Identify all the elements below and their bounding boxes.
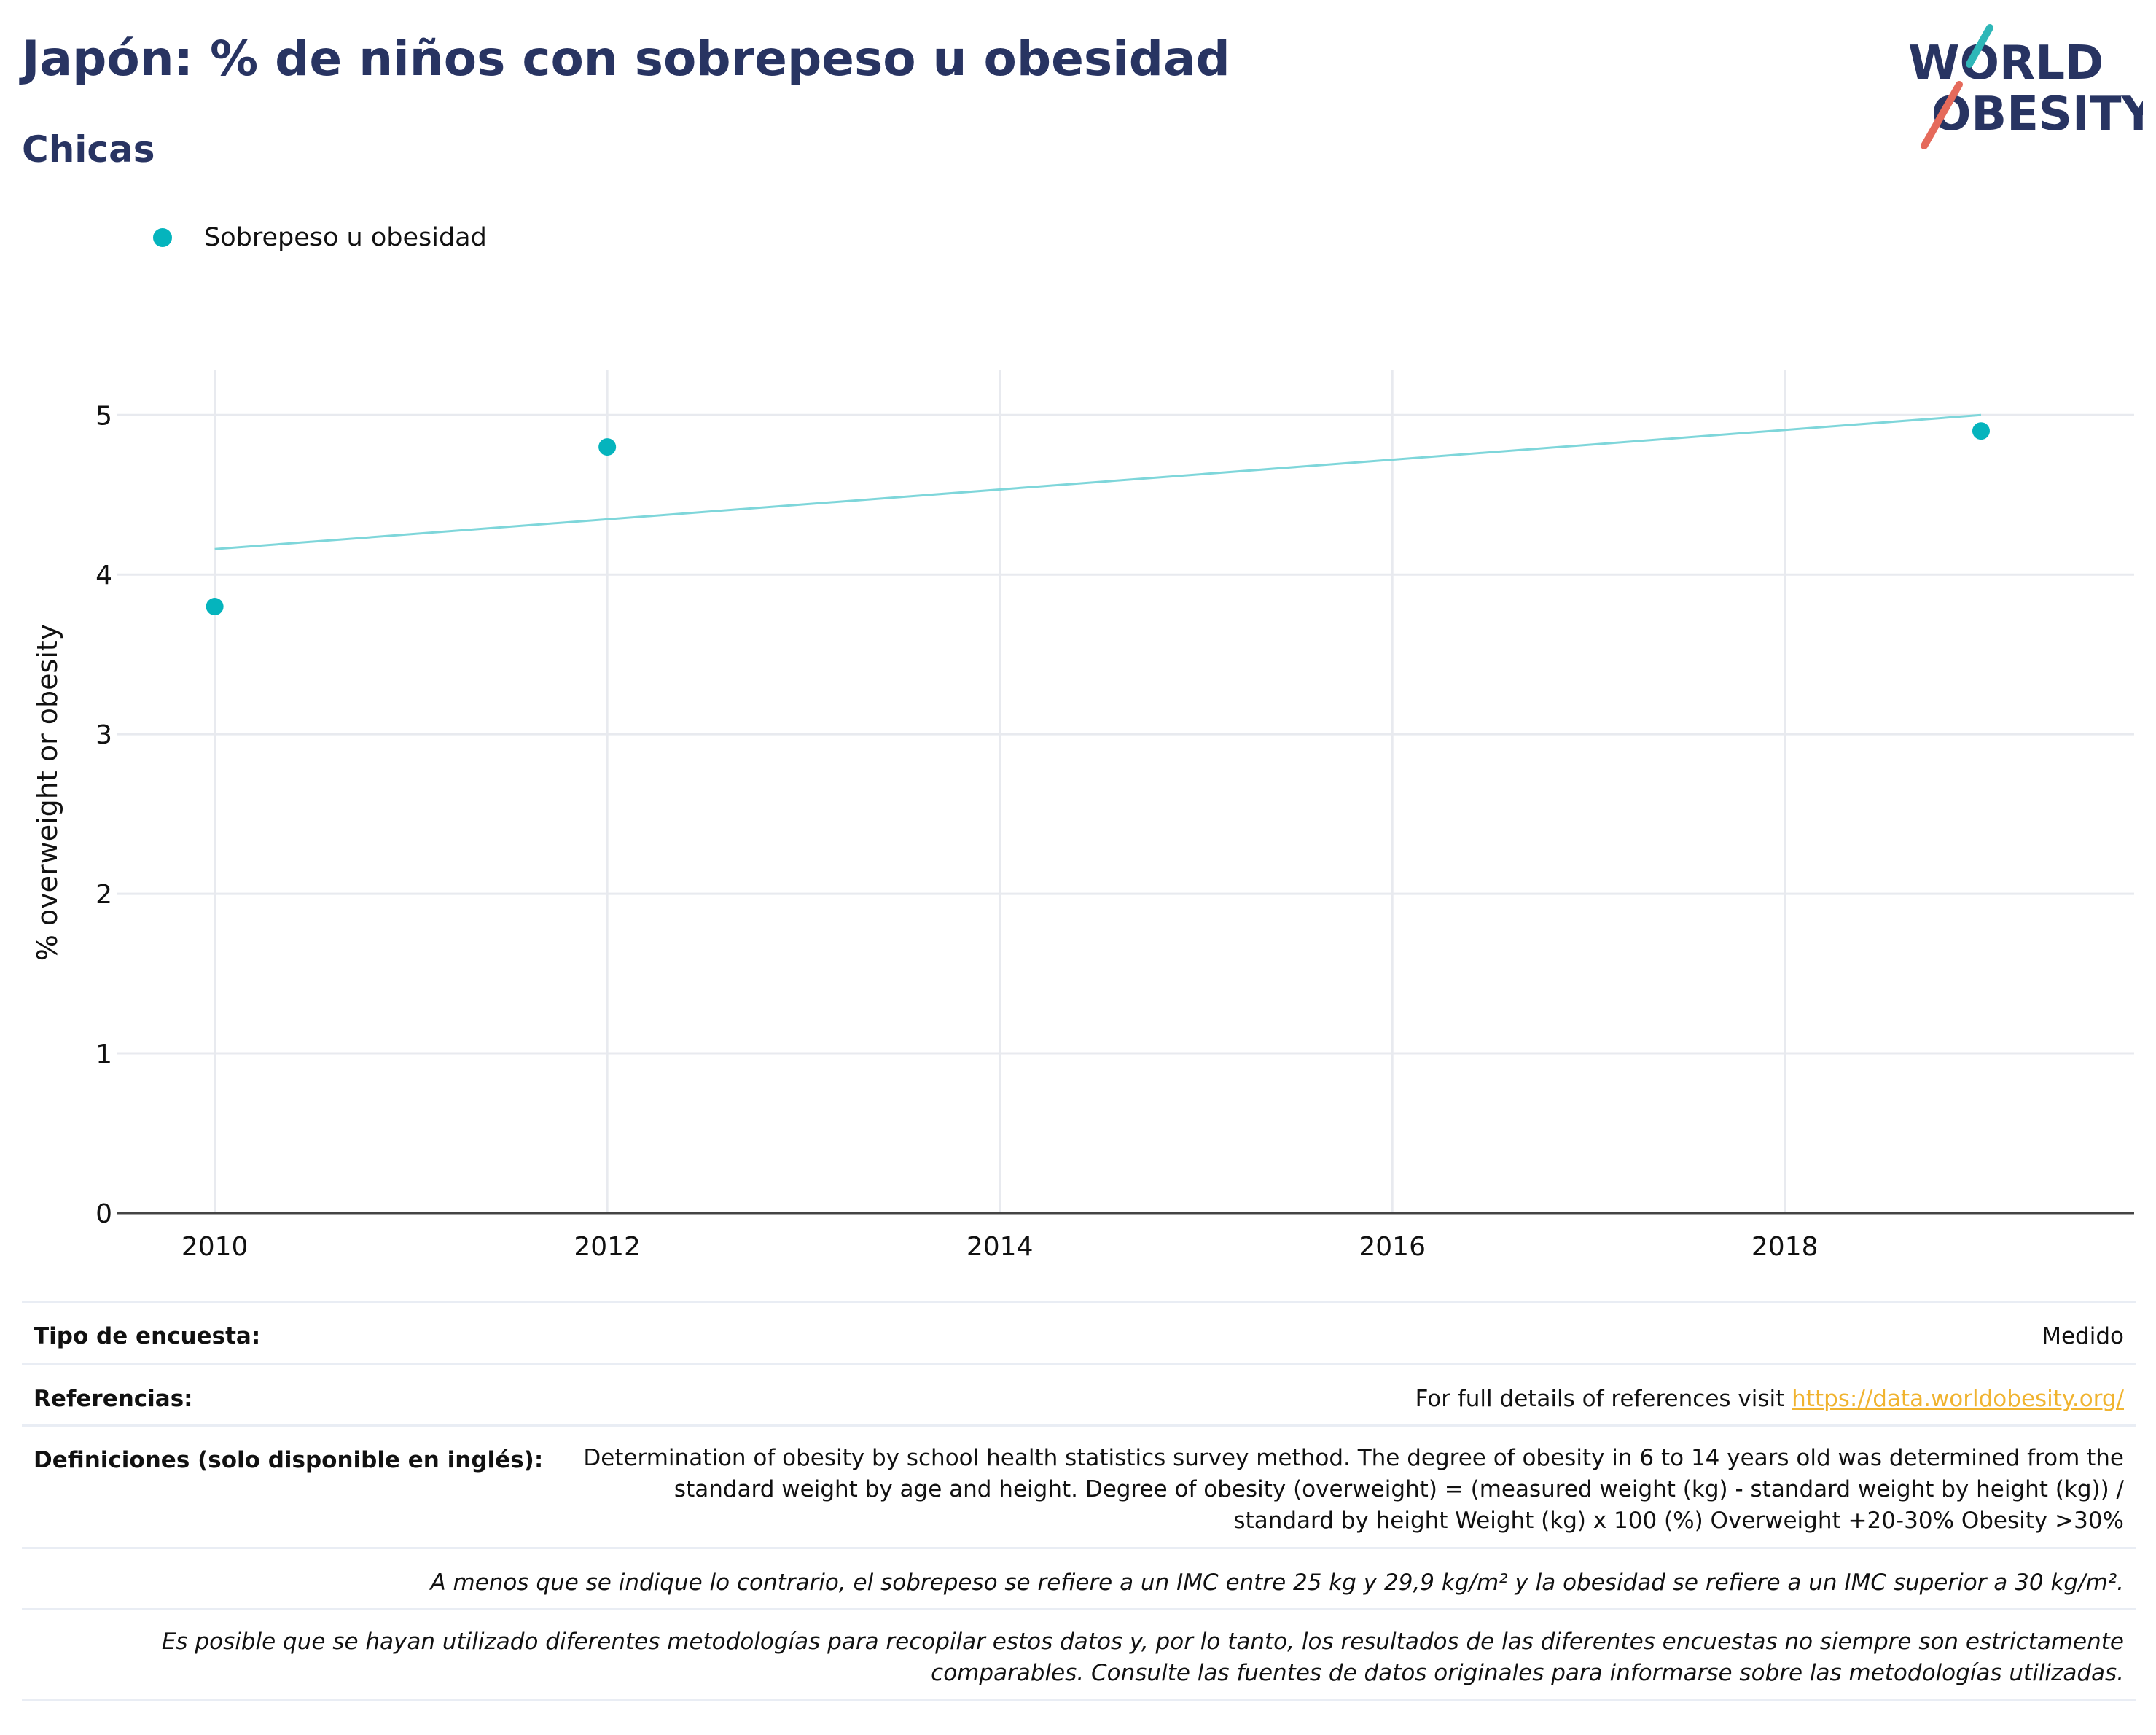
- definitions-value: Determination of obesity by school healt…: [583, 1445, 2124, 1534]
- table-bottom-border: [22, 1699, 2136, 1701]
- tick-labels: 2010 2012 2014 2016 2018 0 1 2 3 4 5: [95, 401, 1818, 1262]
- scatter-chart: 2010 2012 2014 2016 2018 0 1 2 3 4 5 % overweight …: [31, 370, 2134, 1262]
- chart-subtitle: Chicas: [22, 128, 155, 171]
- x-tick-label: 2010: [181, 1232, 249, 1262]
- data-point: [598, 438, 617, 456]
- survey-type-label: Tipo de encuesta:: [34, 1323, 261, 1349]
- chart-title: Japón: % de niños con sobrepeso u obesid…: [22, 31, 1230, 87]
- grid: [117, 370, 2134, 1213]
- y-tick-label: 3: [95, 720, 112, 750]
- world-obesity-logo: WORLD OBESITY: [1908, 24, 2143, 149]
- survey-type-value: Medido: [2042, 1323, 2124, 1349]
- references-value: For full details of references visit htt…: [1415, 1386, 2124, 1412]
- references-label: Referencias:: [34, 1386, 193, 1412]
- trendline: [214, 413, 1982, 550]
- bmi-note: A menos que se indique lo contrario, el …: [430, 1570, 2124, 1596]
- x-tick-label: 2012: [574, 1232, 641, 1262]
- survey-type-row: Tipo de encuesta: Medido: [22, 1301, 2136, 1363]
- legend-label: Sobrepeso u obesidad: [204, 223, 487, 252]
- y-tick-label: 0: [95, 1199, 112, 1229]
- y-axis-label: % overweight or obesity: [31, 624, 63, 962]
- references-text: For full details of references visit: [1415, 1386, 1792, 1412]
- x-tick-label: 2014: [966, 1232, 1034, 1262]
- methodology-note: Es posible que se hayan utilizado difere…: [161, 1629, 2124, 1686]
- logo-slash-coral: [1921, 81, 1963, 149]
- definitions-label: Definiciones (solo disponible en inglés)…: [34, 1447, 544, 1473]
- y-tick-label: 2: [95, 880, 112, 910]
- references-link[interactable]: https://data.worldobesity.org/: [1792, 1386, 2124, 1412]
- x-tick-label: 2018: [1751, 1232, 1819, 1262]
- logo-word-obesity: OBESITY: [1932, 87, 2143, 141]
- methodology-note-row: Es posible que se hayan utilizado difere…: [22, 1608, 2136, 1699]
- bmi-note-row: A menos que se indique lo contrario, el …: [22, 1547, 2136, 1608]
- y-tick-label: 5: [95, 401, 112, 431]
- y-tick-label: 1: [95, 1040, 112, 1069]
- data-points: [206, 422, 1990, 616]
- definitions-row: Definiciones (solo disponible en inglés)…: [22, 1424, 2136, 1547]
- references-row: Referencias: For full details of referen…: [22, 1363, 2136, 1424]
- data-point: [206, 598, 224, 616]
- x-tick-label: 2016: [1359, 1232, 1426, 1262]
- y-tick-label: 4: [95, 561, 112, 590]
- legend: Sobrepeso u obesidad: [153, 219, 487, 257]
- trendline-group: [214, 413, 1982, 550]
- logo-slash-teal: [1966, 24, 1993, 68]
- legend-marker: [153, 228, 172, 247]
- info-table: Tipo de encuesta: Medido Referencias: Fo…: [22, 1301, 2136, 1701]
- data-point: [1972, 422, 1990, 440]
- logo-word-world: WORLD: [1908, 36, 2104, 90]
